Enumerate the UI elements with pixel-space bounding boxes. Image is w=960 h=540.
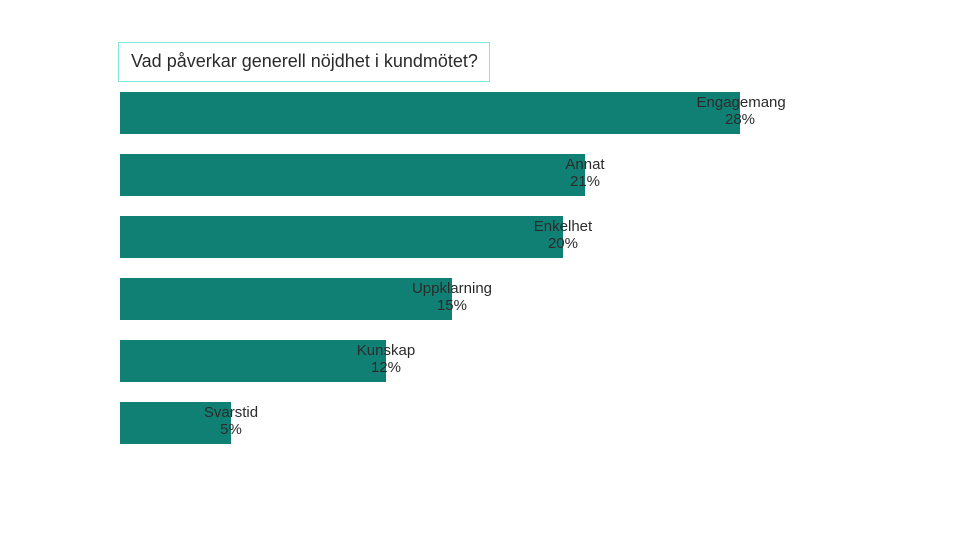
bar-row <box>120 340 386 382</box>
chart-title: Vad påverkar generell nöjdhet i kundmöte… <box>131 51 478 72</box>
bar-label: Uppklarning15% <box>404 280 500 315</box>
bar <box>120 92 740 134</box>
bar-label: Enkelhet20% <box>528 218 598 253</box>
bar-row <box>120 92 740 134</box>
bar-label: Svarstid5% <box>196 404 266 439</box>
bar <box>120 154 585 196</box>
bar-label-percent: 20% <box>528 235 598 252</box>
bar <box>120 340 386 382</box>
bar-label-name: Kunskap <box>356 342 417 359</box>
bar-row <box>120 278 452 320</box>
bar-label-name: Enkelhet <box>528 218 598 235</box>
bar-label-name: Annat <box>563 156 607 173</box>
bar-label-percent: 12% <box>356 359 417 376</box>
bar-label-name: Svarstid <box>196 404 266 421</box>
chart-title-box: Vad påverkar generell nöjdhet i kundmöte… <box>118 42 490 82</box>
bar-label: Kunskap12% <box>356 342 417 377</box>
bar <box>120 216 563 258</box>
bar-label-name: Engagemang <box>697 94 784 111</box>
bar-label-percent: 15% <box>404 297 500 314</box>
bar-label-name: Uppklarning <box>404 280 500 297</box>
bar-label-percent: 21% <box>563 173 607 190</box>
bar-row <box>120 216 563 258</box>
bar <box>120 278 452 320</box>
bar-label-percent: 5% <box>196 421 266 438</box>
bar-label: Annat21% <box>563 156 607 191</box>
chart-canvas: Vad påverkar generell nöjdhet i kundmöte… <box>0 0 960 540</box>
bar-row <box>120 154 585 196</box>
bar-label: Engagemang28% <box>697 94 784 129</box>
bar-label-percent: 28% <box>697 111 784 128</box>
